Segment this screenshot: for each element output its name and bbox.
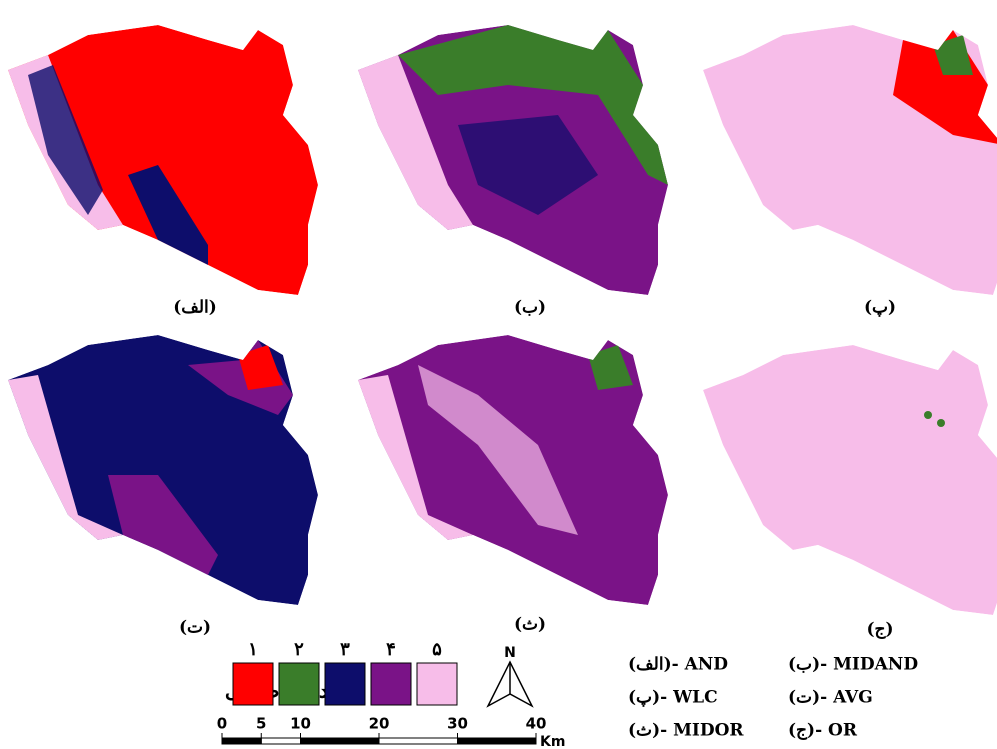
figure: (الف)(ب)(پ)(ت)(ث)(ج)درجه طبیعی۱۲۳۴۵N0510… <box>0 0 997 749</box>
scale-segment <box>222 738 261 744</box>
scale-segment <box>261 738 300 744</box>
legend-swatch <box>371 663 411 705</box>
legend-label: ۱ <box>248 639 258 660</box>
north-arrow <box>488 662 532 706</box>
method-label: (ج)- OR <box>788 721 858 741</box>
scale-segment <box>379 738 458 744</box>
legend-label: ۴ <box>386 639 396 660</box>
scale-label: 0 <box>217 715 227 733</box>
panel-label: (ب) <box>514 298 546 318</box>
method-label: (ت)- AVG <box>788 688 873 708</box>
map-wlc <box>703 25 997 295</box>
map-avg <box>8 335 318 605</box>
map-and <box>8 25 318 295</box>
method-label: (ث)- MIDOR <box>628 721 744 741</box>
legend-swatch <box>417 663 457 705</box>
panel-label: (ث) <box>514 615 546 635</box>
north-label: N <box>504 645 516 661</box>
legend-swatch <box>233 663 273 705</box>
method-label: (پ)- WLC <box>628 688 718 708</box>
method-label: (الف)- AND <box>628 655 728 675</box>
panel-label: (الف) <box>173 298 217 318</box>
panel-label: (ت) <box>179 618 211 638</box>
scale-label: 20 <box>369 715 390 733</box>
map-midand <box>358 25 668 295</box>
panel-label: (پ) <box>864 298 896 318</box>
scale-label: 5 <box>256 715 266 733</box>
legend-swatch <box>279 663 319 705</box>
scale-unit: Km <box>540 734 565 749</box>
scale-segment <box>301 738 380 744</box>
scale-segment <box>458 738 537 744</box>
method-label: (ب)- MIDAND <box>788 655 918 675</box>
scale-label: 40 <box>526 715 547 733</box>
legend-label: ۵ <box>432 639 442 660</box>
map-or <box>703 345 997 615</box>
scale-label: 10 <box>290 715 311 733</box>
scale-label: 30 <box>447 715 468 733</box>
panel-label: (ج) <box>866 620 893 640</box>
legend-label: ۳ <box>340 639 350 660</box>
map-midor <box>358 335 668 605</box>
legend-label: ۲ <box>294 639 304 660</box>
legend-swatch <box>325 663 365 705</box>
